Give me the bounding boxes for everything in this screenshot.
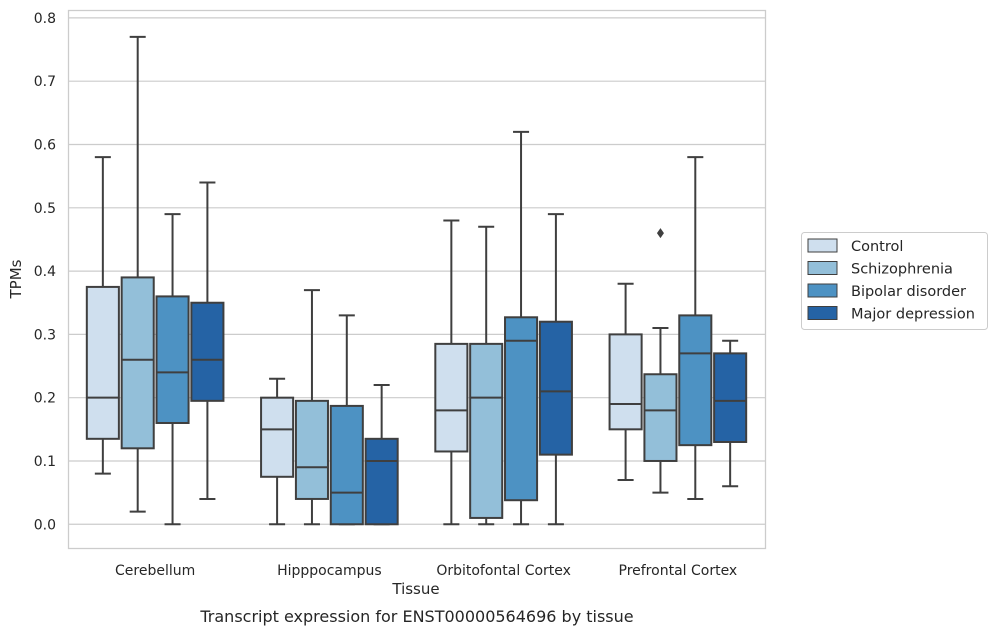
box-group [434,219,469,526]
box [85,285,120,440]
y-tick-labels: 0.0 0.1 0.2 0.3 0.4 0.5 0.6 0.7 0.8 [34,11,56,533]
box-group [190,181,225,500]
box-group [469,225,504,526]
x-tick-label: Orbitofontal Cortex [436,563,571,579]
box [294,399,329,500]
box [190,301,225,402]
y-tick-label: 0.2 [34,391,56,407]
box [678,314,713,447]
box-group [329,314,364,526]
box [643,373,678,462]
box-group [85,156,120,475]
y-tick-label: 0.6 [34,138,56,154]
box-group [713,339,748,488]
box [329,404,364,526]
box [260,396,295,478]
legend-label: Schizophrenia [851,262,953,278]
legend-label: Bipolar disorder [851,284,966,300]
legend-label: Control [851,239,903,255]
legend-swatch [807,306,838,320]
x-tick-label: Hipppocampus [277,563,382,579]
box [155,295,190,424]
outlier-point [656,228,664,239]
box [504,316,539,502]
box-group [364,384,399,526]
box-group [120,35,155,513]
legend-label: Major depression [851,307,975,323]
y-tick-label: 0.1 [34,454,56,470]
legend-swatch [807,283,838,298]
box [364,437,399,526]
chart-caption: Transcript expression for ENST0000056469… [199,607,633,626]
box [608,333,643,431]
legend: Control Schizophrenia Bipolar disorder Majo… [801,232,988,330]
y-tick-label: 0.4 [34,264,56,280]
legend-swatch [807,238,838,253]
x-tick-labels: Cerebellum Hipppocampus Orbitofontal Corte… [115,563,737,579]
box-series [85,35,748,526]
y-tick-label: 0.3 [34,327,56,343]
x-axis-label: Tissue [391,580,439,598]
box-group [678,156,713,500]
box-group [155,213,190,526]
y-tick-label: 0.7 [34,74,56,90]
box-group [260,377,295,526]
y-tick-label: 0.8 [34,11,56,27]
y-tick-label: 0.0 [34,517,56,533]
box [469,342,504,519]
x-tick-label: Cerebellum [115,563,195,579]
box-group [608,282,643,481]
box [120,276,155,450]
box-group [294,289,329,526]
legend-frame [801,232,988,330]
box-group [643,228,678,494]
box-group [504,130,539,526]
box [434,342,469,453]
y-tick-label: 0.5 [34,201,56,217]
box [538,320,573,456]
x-tick-label: Prefrontal Cortex [619,563,738,579]
legend-swatch [807,261,838,275]
box [713,352,748,443]
y-axis-label: TPMs [7,259,25,299]
box-group [538,213,573,526]
plot-frame [67,9,767,550]
